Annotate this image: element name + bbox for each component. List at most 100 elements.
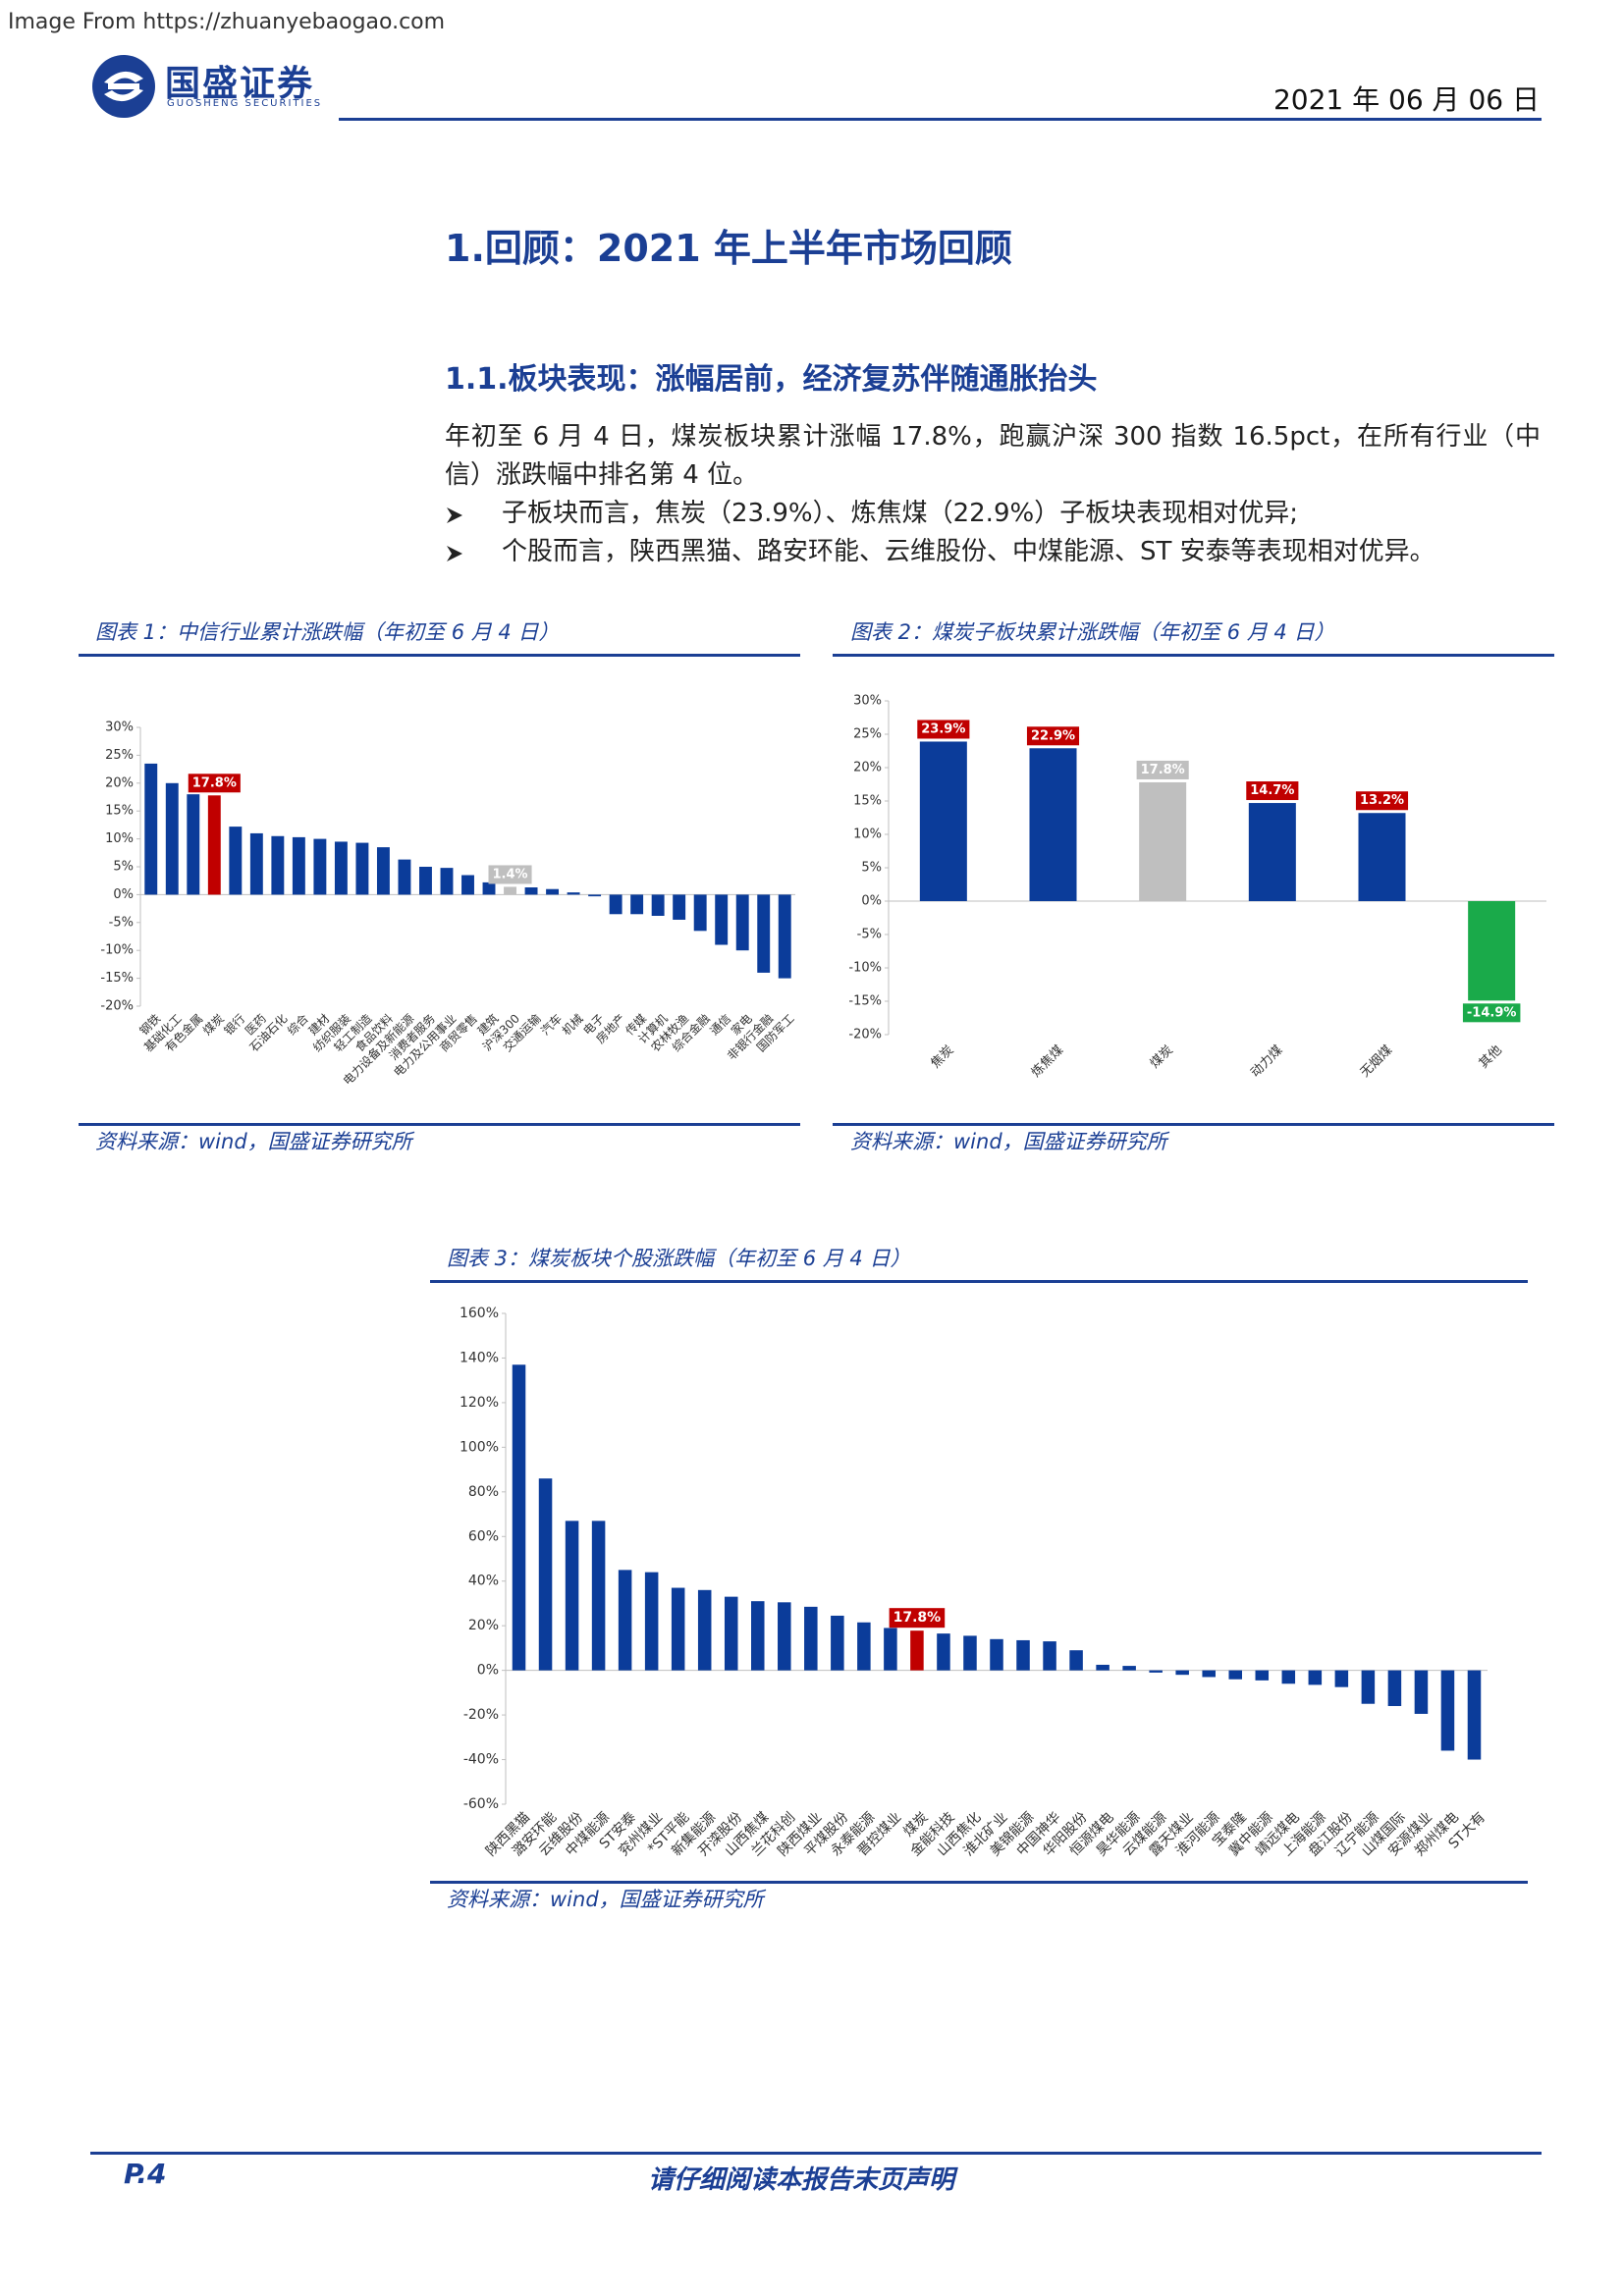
y-tick-label: 30% bbox=[105, 721, 134, 735]
bar bbox=[1255, 1670, 1270, 1681]
y-tick-label: 80% bbox=[468, 1484, 499, 1500]
data-label-text: -14.9% bbox=[1467, 1005, 1517, 1020]
data-label: 13.2% bbox=[1355, 791, 1409, 811]
y-tick-label: 140% bbox=[460, 1350, 499, 1365]
y-tick-label: 20% bbox=[105, 775, 134, 790]
bar bbox=[697, 1589, 712, 1671]
bar bbox=[440, 868, 454, 895]
bar bbox=[804, 1606, 818, 1671]
footer-rule bbox=[90, 2152, 1542, 2155]
y-tick-label: 160% bbox=[460, 1306, 499, 1321]
x-tick-label: 汽车 bbox=[538, 1011, 566, 1039]
bar bbox=[567, 892, 580, 895]
bar bbox=[609, 894, 623, 915]
bar bbox=[735, 894, 749, 951]
bar bbox=[1029, 748, 1077, 901]
bar bbox=[524, 887, 538, 895]
y-tick-label: -10% bbox=[848, 961, 882, 976]
y-tick-label: 30% bbox=[853, 694, 882, 709]
data-label-box bbox=[889, 1608, 946, 1629]
bar bbox=[963, 1635, 977, 1671]
bullet-arrow bbox=[447, 546, 462, 561]
x-tick-label: 炼焦煤 bbox=[1029, 1042, 1066, 1080]
y-tick-label: 100% bbox=[460, 1439, 499, 1455]
bar bbox=[990, 1638, 1003, 1671]
bar bbox=[857, 1622, 871, 1671]
bar bbox=[187, 794, 200, 895]
data-label-box bbox=[917, 720, 970, 739]
bullet-text: 子板块而言，焦炭（23.9%）、炼焦煤（22.9%）子板块表现相对优异; bbox=[502, 499, 1298, 528]
y-tick-label: -10% bbox=[100, 943, 134, 958]
bar bbox=[1281, 1670, 1296, 1684]
chart-title: 图表 3：煤炭板块个股涨跌幅（年初至 6 月 4 日） bbox=[447, 1247, 911, 1270]
bar bbox=[1467, 1670, 1482, 1760]
y-tick-label: 120% bbox=[460, 1395, 499, 1411]
y-tick-label: 20% bbox=[468, 1618, 499, 1633]
bar bbox=[1440, 1670, 1455, 1751]
bar bbox=[1334, 1670, 1349, 1687]
chart-rule bbox=[833, 654, 1554, 657]
data-label: 14.7% bbox=[1246, 781, 1299, 801]
data-label-text: 17.8% bbox=[192, 775, 237, 790]
bar bbox=[271, 835, 285, 895]
bar bbox=[1069, 1650, 1083, 1671]
data-label-box bbox=[1355, 791, 1409, 811]
data-label-text: 17.8% bbox=[1141, 763, 1185, 777]
bar bbox=[292, 836, 305, 895]
y-tick-label: 20% bbox=[853, 761, 882, 775]
bar bbox=[1149, 1670, 1163, 1673]
bar bbox=[313, 838, 327, 895]
y-tick-label: 10% bbox=[105, 831, 134, 846]
bar bbox=[778, 1602, 791, 1671]
y-tick-label: -20% bbox=[100, 999, 134, 1014]
data-label-box bbox=[488, 865, 532, 884]
y-tick-label: 0% bbox=[861, 894, 882, 909]
bar bbox=[591, 1521, 606, 1671]
bar bbox=[937, 1633, 950, 1671]
bar bbox=[249, 832, 263, 895]
bar bbox=[1308, 1670, 1323, 1685]
bar bbox=[482, 881, 496, 895]
data-label-text: 14.7% bbox=[1250, 783, 1294, 798]
data-label-text: 23.9% bbox=[921, 721, 965, 736]
bar bbox=[1096, 1664, 1110, 1671]
y-tick-label: 10% bbox=[853, 828, 882, 842]
data-label-text: 1.4% bbox=[493, 867, 528, 881]
x-tick-label: 机械 bbox=[559, 1011, 586, 1039]
bar bbox=[229, 827, 243, 895]
x-tick-label: 无烟煤 bbox=[1358, 1042, 1395, 1080]
chart: -20% -15% -10% -5% 0% 5% 10% 15% 20% 25% 30% 焦炭 23.9… bbox=[848, 694, 1546, 1081]
chart-source: 资料来源：wind，国盛证券研究所 bbox=[447, 1888, 764, 1911]
bar bbox=[778, 894, 791, 979]
data-label: 22.9% bbox=[1026, 726, 1080, 746]
chart: -60% -40% -20% 0% 20% 40% 60% 80% 100% 120% 140% 16… bbox=[460, 1306, 1489, 1859]
chart-source: 资料来源：wind，国盛证券研究所 bbox=[95, 1130, 412, 1153]
bar bbox=[512, 1364, 526, 1671]
bar bbox=[546, 888, 560, 895]
data-label: 17.8% bbox=[188, 774, 241, 793]
bar bbox=[884, 1628, 897, 1671]
x-tick-label: 煤炭 bbox=[1148, 1042, 1176, 1071]
y-tick-label: -5% bbox=[857, 928, 882, 942]
bar bbox=[910, 1630, 924, 1671]
data-label-text: 17.8% bbox=[893, 1610, 942, 1626]
bar bbox=[1043, 1641, 1056, 1671]
bar bbox=[671, 1587, 685, 1671]
y-tick-label: 5% bbox=[861, 861, 882, 876]
logo-text: 国盛证券 bbox=[165, 64, 315, 104]
y-tick-label: -5% bbox=[109, 915, 134, 930]
bar bbox=[1202, 1670, 1216, 1678]
bar bbox=[588, 894, 602, 897]
bar bbox=[919, 741, 967, 901]
y-tick-label: 40% bbox=[468, 1574, 499, 1589]
bar bbox=[618, 1570, 632, 1671]
x-tick-label: 焦炭 bbox=[928, 1042, 956, 1071]
bar bbox=[630, 894, 644, 915]
y-tick-label: -40% bbox=[463, 1752, 499, 1768]
chart-source: 资料来源：wind，国盛证券研究所 bbox=[850, 1130, 1167, 1153]
data-label-text: 22.9% bbox=[1031, 728, 1075, 743]
bar bbox=[651, 894, 665, 916]
bar bbox=[207, 795, 221, 895]
bar bbox=[1228, 1670, 1242, 1680]
